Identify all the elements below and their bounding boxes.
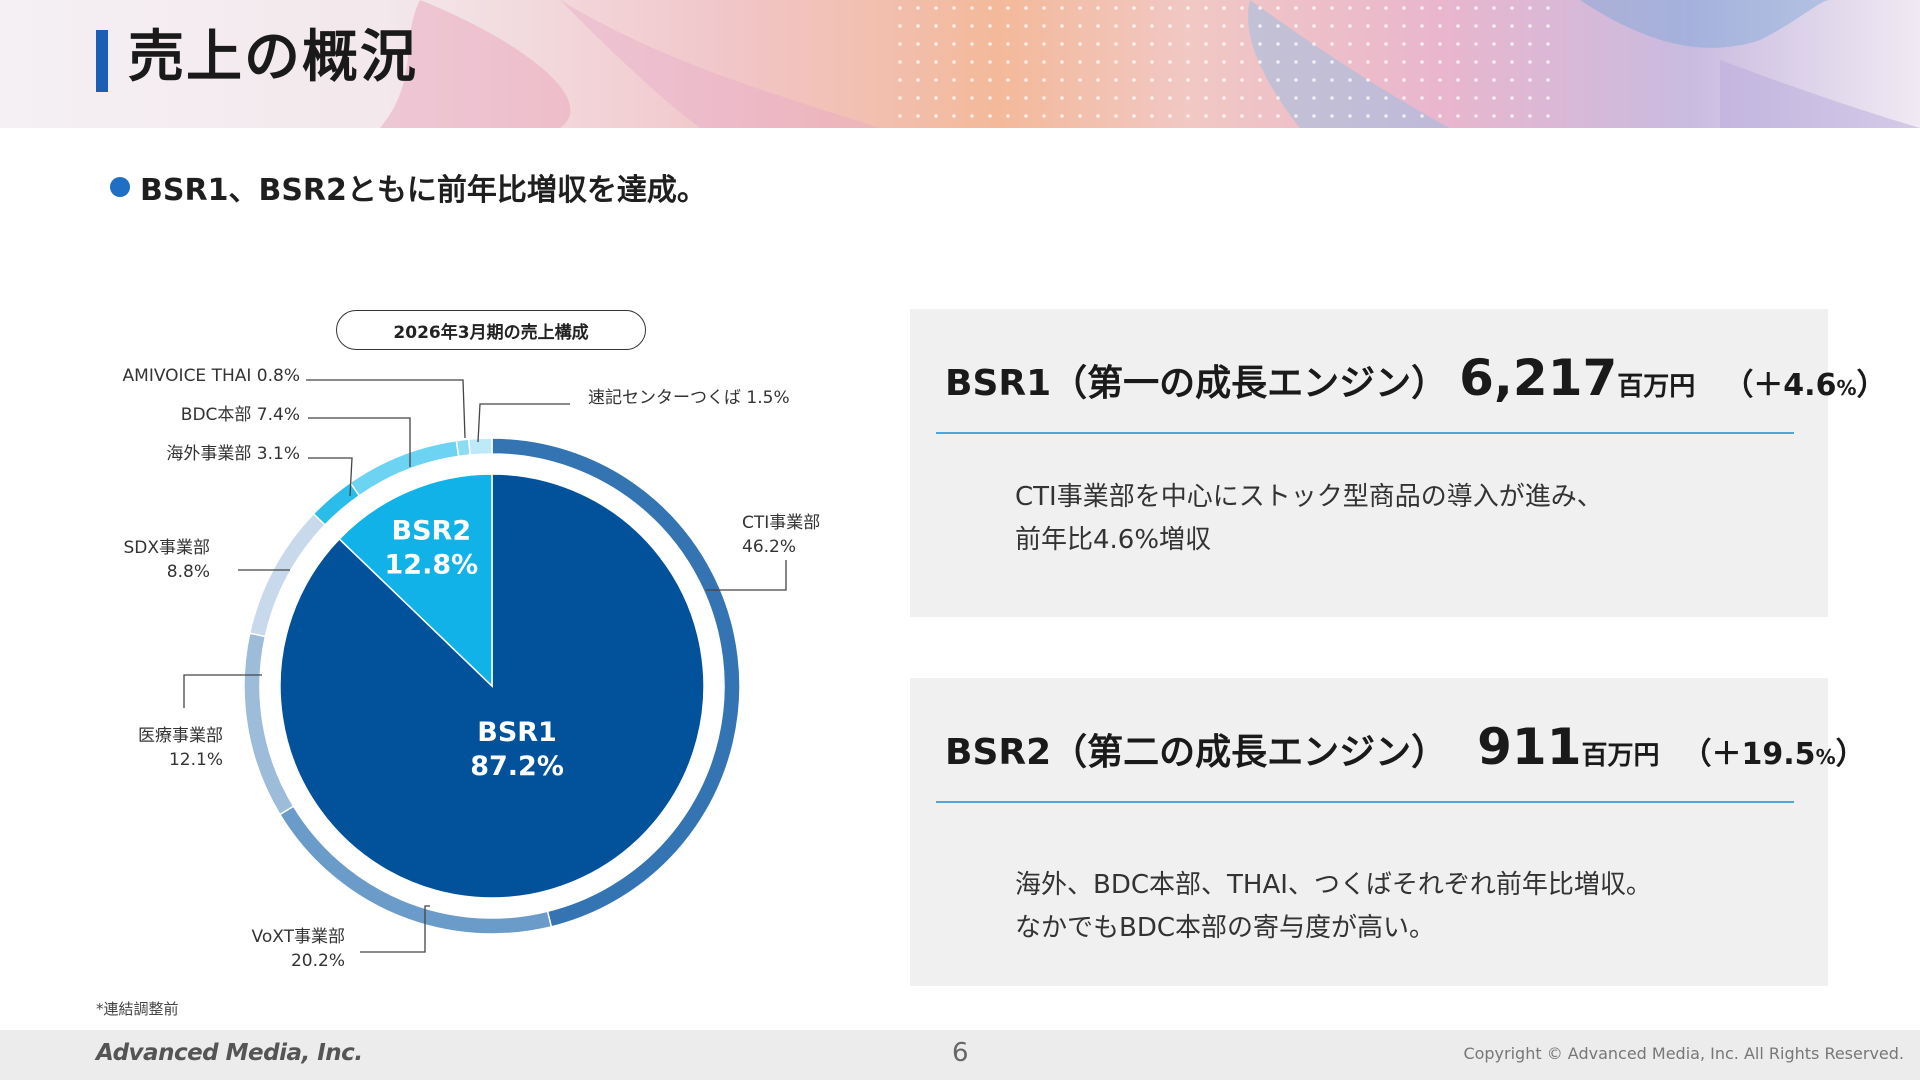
footer: Advanced Media, Inc. 6 Copyright © Advan… (0, 1030, 1920, 1080)
header-banner (0, 0, 1920, 128)
panel-bsr2-segment: BSR2（第二の成長エンジン） (945, 732, 1448, 773)
panel-bsr2-amount: 911 (1477, 718, 1582, 776)
panel-bsr1-growth: （＋4.6%） (1723, 368, 1887, 403)
panel-bsr1-amount: 6,217 (1459, 349, 1618, 407)
outer-label-pct: 46.2% (742, 537, 796, 557)
panel-bsr1: BSR1（第一の成長エンジン） 6,217 百万円 （＋4.6%） CTI事業部… (910, 309, 1887, 617)
outer-label: BDC本部 7.4% (181, 405, 300, 425)
panel-bsr1-segment: BSR1（第一の成長エンジン） (945, 363, 1448, 404)
page-title: 売上の概況 (128, 25, 418, 90)
panel-bsr1-desc-line2: 前年比4.6%増収 (1015, 525, 1212, 555)
leader-line (706, 560, 787, 591)
leader-line (308, 417, 411, 467)
inner-slice-bsr2 (338, 473, 493, 688)
outer-label: 海外事業部 3.1% (166, 444, 300, 464)
panel-bsr2-description: 海外、BDC本部、THAI、つくばそれぞれ前年比増収。 なかでもBDC本部の寄与… (1015, 864, 1652, 950)
summary-bullet: BSR1、BSR2ともに前年比増収を達成。 (110, 165, 707, 209)
inner-pct-bsr2: 12.8% (385, 549, 479, 580)
outer-label-name: 医療事業部 (138, 726, 223, 746)
outer-label-name: VoXT事業部 (252, 927, 345, 947)
bullet-dot-icon (110, 177, 130, 197)
panel-bsr2-desc-line2: なかでもBDC本部の寄与度が高い。 (1015, 913, 1436, 943)
inner-pct-bsr1: 87.2% (470, 751, 564, 782)
panel-bsr1-divider (936, 432, 1794, 434)
panel-bsr2-desc-line1: 海外、BDC本部、THAI、つくばそれぞれ前年比増収。 (1015, 870, 1652, 900)
leader-line (308, 457, 353, 497)
panel-bsr1-desc-line1: CTI事業部を中心にストック型商品の導入が進み、 (1015, 482, 1603, 512)
leader-line (477, 403, 570, 443)
header-decoration (380, 0, 1920, 128)
panel-bsr1-unit: 百万円 (1617, 372, 1696, 402)
panel-bsr2-heading: BSR2（第二の成長エンジン） 911 百万円 （＋19.5%） (945, 718, 1866, 776)
panel-bsr2-growth: （＋19.5%） (1681, 737, 1866, 772)
leader-line (360, 905, 430, 953)
inner-pie (279, 473, 705, 899)
inner-label-bsr1: BSR1 (477, 717, 557, 748)
leader-lines (183, 379, 787, 953)
company-logo: Advanced Media, Inc. (96, 1040, 363, 1066)
panel-bsr2: BSR2（第二の成長エンジン） 911 百万円 （＋19.5%） 海外、BDC本… (910, 678, 1866, 986)
leader-line (306, 379, 466, 439)
outer-label-name: SDX事業部 (123, 538, 210, 558)
footnote: *連結調整前 (96, 1000, 179, 1018)
summary-text: BSR1、BSR2ともに前年比増収を達成。 (140, 173, 707, 208)
outer-slice (455, 438, 472, 458)
title-accent-bar (96, 30, 108, 92)
page-number: 6 (952, 1038, 969, 1068)
outer-label-name: CTI事業部 (742, 513, 820, 533)
panel-bsr2-unit: 百万円 (1581, 741, 1660, 771)
outer-slice (312, 481, 361, 526)
panel-bsr1-description: CTI事業部を中心にストック型商品の導入が進み、 前年比4.6%増収 (1015, 476, 1603, 562)
inner-label-bsr2: BSR2 (392, 515, 472, 546)
outer-ring (243, 437, 741, 935)
outer-label-pct: 20.2% (291, 951, 345, 971)
outer-label-pct: 12.1% (169, 750, 223, 770)
panel-bsr2-divider (936, 801, 1794, 803)
panel-bsr1-heading: BSR1（第一の成長エンジン） 6,217 百万円 （＋4.6%） (945, 349, 1887, 407)
outer-label-pct: 8.8% (167, 562, 210, 582)
outer-label: AMIVOICE THAI 0.8% (123, 366, 300, 386)
copyright: Copyright © Advanced Media, Inc. All Rig… (1463, 1044, 1904, 1063)
leader-line (183, 674, 262, 708)
outer-label: 速記センターつくば 1.5% (588, 388, 790, 408)
outer-slice (467, 437, 493, 456)
chart-title-pill: 2026年3月期の売上構成 (336, 310, 646, 350)
